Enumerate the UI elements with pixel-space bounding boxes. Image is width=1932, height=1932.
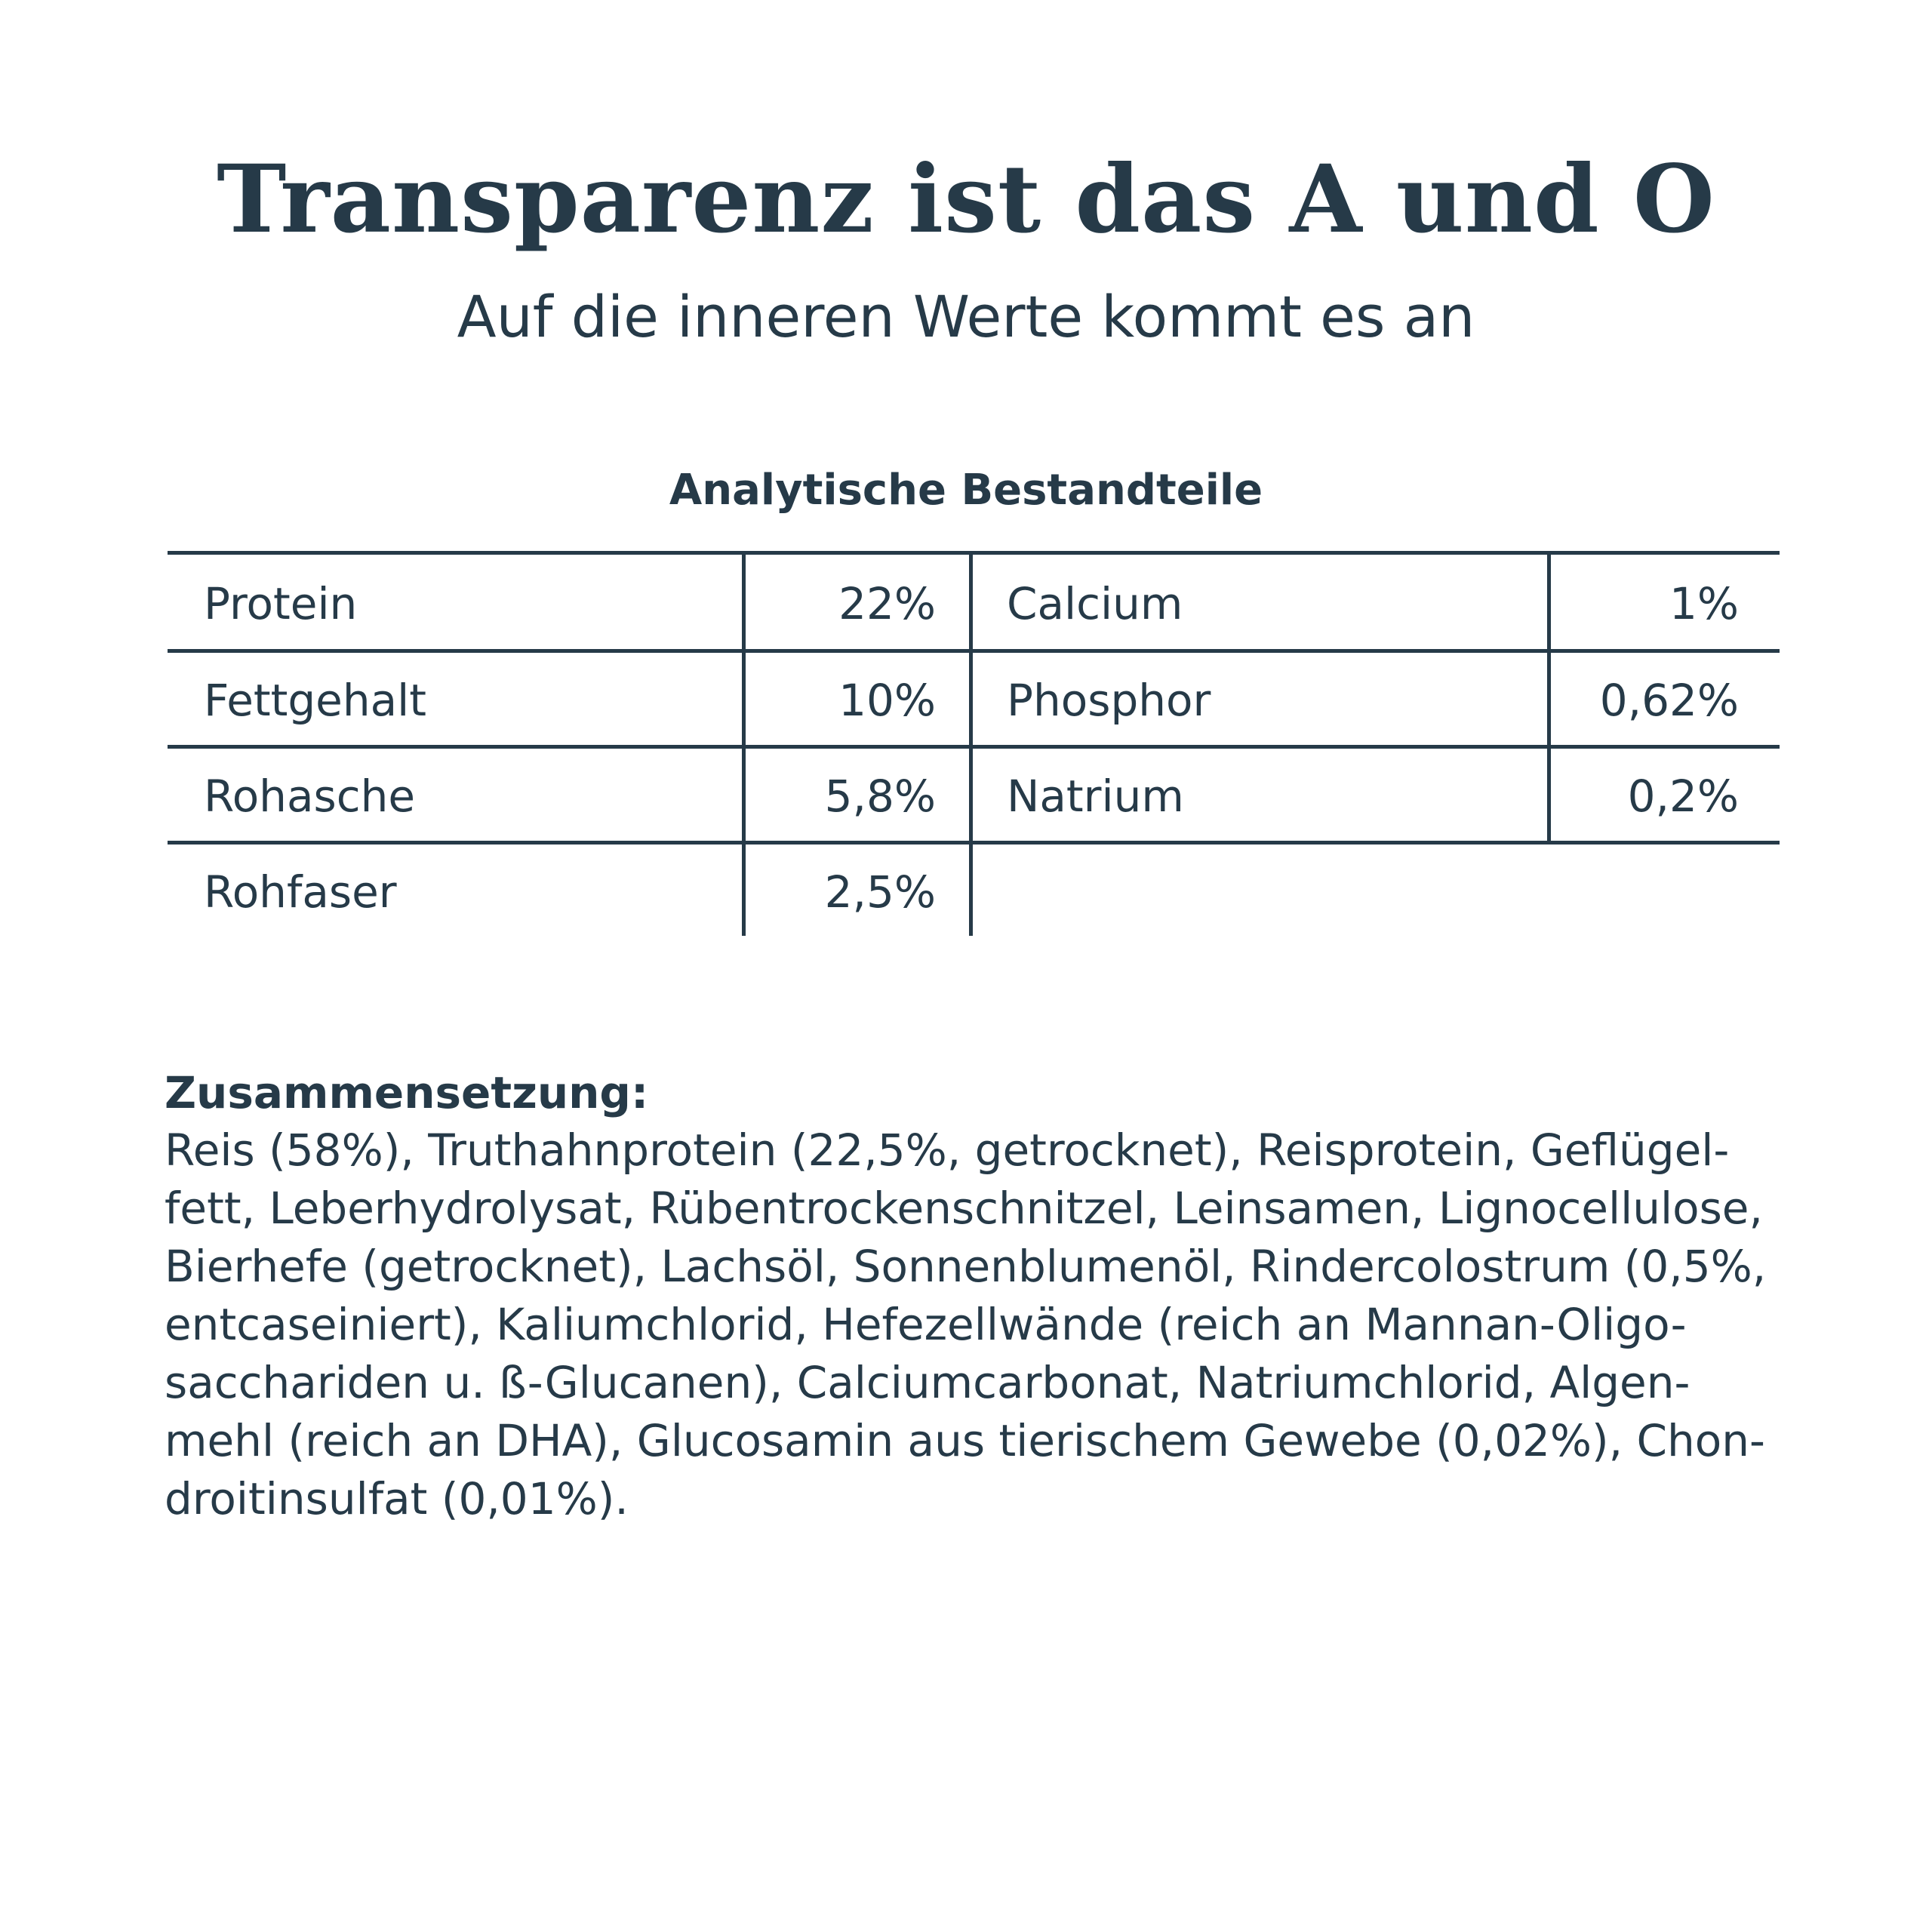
- composition-heading: Zusammensetzung:: [165, 1067, 649, 1118]
- table-rule-row1: [168, 649, 1780, 653]
- table-heading: Analytische Bestandteile: [669, 466, 1263, 515]
- page-title: Transparenz ist das A und O: [217, 145, 1715, 254]
- composition-line: mehl (reich an DHA), Glucosamin aus tier…: [165, 1415, 1765, 1466]
- table-label-rohfaser: Rohfaser: [204, 866, 397, 918]
- table-rule-row3: [168, 841, 1780, 844]
- table-value-fettgehalt: 10%: [838, 675, 936, 726]
- table-value-rohasche: 5,8%: [824, 771, 936, 822]
- composition-line: Reis (58%), Truthahnprotein (22,5%, getr…: [165, 1124, 1730, 1176]
- table-value-calcium: 1%: [1669, 578, 1739, 629]
- table-label-protein: Protein: [204, 578, 358, 629]
- table-value-natrium: 0,2%: [1627, 771, 1739, 822]
- page-subtitle: Auf die inneren Werte kommt es an: [457, 283, 1475, 350]
- composition-line: entcaseiniert), Kaliumchlorid, Hefezellw…: [165, 1299, 1687, 1350]
- table-label-calcium: Calcium: [1007, 578, 1183, 629]
- composition-line: droitinsulfat (0,01%).: [165, 1473, 629, 1524]
- table-rule-row2: [168, 745, 1780, 749]
- composition-line: sacchariden u. ß-Glucanen), Calciumcarbo…: [165, 1357, 1690, 1408]
- table-value-rohfaser: 2,5%: [824, 866, 936, 918]
- table-value-protein: 22%: [838, 578, 936, 629]
- table-label-phosphor: Phosphor: [1007, 675, 1211, 726]
- table-divider-left-value: [742, 551, 746, 936]
- table-label-natrium: Natrium: [1007, 771, 1184, 822]
- table-rule-top: [168, 551, 1780, 555]
- table-label-rohasche: Rohasche: [204, 771, 416, 822]
- composition-line: fett, Leberhydrolysat, Rübentrockenschni…: [165, 1183, 1763, 1234]
- table-divider-right-value: [1547, 551, 1551, 844]
- composition-line: Bierhefe (getrocknet), Lachsöl, Sonnenbl…: [165, 1241, 1767, 1292]
- table-label-fettgehalt: Fettgehalt: [204, 675, 427, 726]
- table-value-phosphor: 0,62%: [1599, 675, 1739, 726]
- table-divider-middle: [969, 551, 973, 936]
